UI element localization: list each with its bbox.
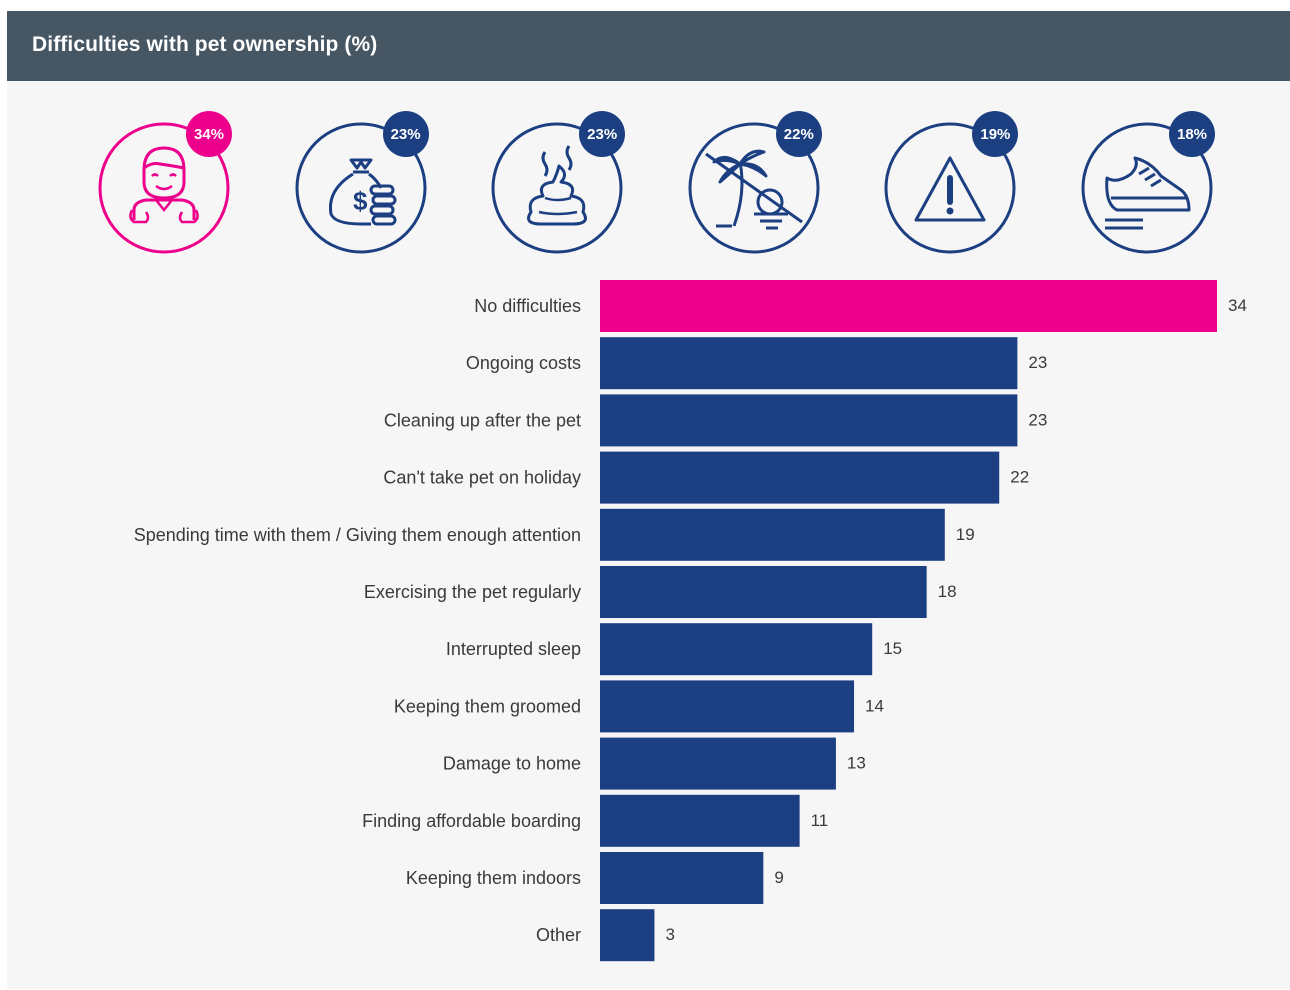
icon-item-person: 34% bbox=[94, 111, 234, 258]
value-label: 23 bbox=[1028, 353, 1047, 372]
icon-item-money-bag: $ 23% bbox=[291, 111, 431, 258]
chart-header: Difficulties with pet ownership (%) bbox=[7, 11, 1290, 81]
category-label: No difficulties bbox=[474, 296, 581, 316]
no-holiday-icon bbox=[688, 122, 820, 254]
icon-item-sneaker: 18% bbox=[1077, 111, 1217, 258]
bar bbox=[600, 794, 800, 847]
bar bbox=[600, 451, 1000, 504]
value-label: 18 bbox=[938, 582, 957, 601]
bar bbox=[600, 280, 1217, 332]
value-label: 3 bbox=[665, 925, 674, 944]
icon-item-warning: 19% bbox=[880, 111, 1020, 258]
category-label: Can't take pet on holiday bbox=[383, 468, 581, 488]
percent-badge: 18% bbox=[1169, 111, 1215, 157]
bar bbox=[600, 566, 927, 618]
poop-icon bbox=[491, 122, 623, 254]
value-label: 11 bbox=[811, 811, 829, 830]
value-label: 22 bbox=[1010, 468, 1029, 487]
category-label: Keeping them groomed bbox=[394, 696, 581, 716]
percent-badge: 23% bbox=[579, 111, 626, 157]
category-label: Interrupted sleep bbox=[446, 639, 581, 659]
category-label: Spending time with them / Giving them en… bbox=[134, 525, 581, 545]
percent-badge: 34% bbox=[186, 111, 232, 157]
value-label: 34 bbox=[1228, 296, 1247, 315]
value-label: 19 bbox=[956, 525, 975, 544]
category-label: Cleaning up after the pet bbox=[384, 410, 581, 430]
money-bag-icon: $ bbox=[295, 122, 427, 254]
icon-row: 34% $ 23% 23% 22% 19% 18 bbox=[7, 11, 1290, 271]
bar bbox=[600, 737, 836, 790]
chart-frame: Difficulties with pet ownership (%) 34% … bbox=[7, 11, 1290, 989]
category-label: Keeping them indoors bbox=[406, 868, 581, 888]
value-label: 9 bbox=[774, 868, 783, 887]
chart-title: Difficulties with pet ownership (%) bbox=[32, 33, 378, 56]
bar bbox=[600, 623, 873, 676]
bar bbox=[600, 852, 764, 904]
percent-badge: 22% bbox=[775, 111, 822, 157]
value-label: 13 bbox=[847, 754, 866, 773]
category-label: Other bbox=[536, 925, 581, 945]
value-label: 15 bbox=[883, 639, 902, 658]
percent-badge: 19% bbox=[972, 111, 1019, 157]
icon-item-no-holiday: 22% bbox=[684, 111, 824, 258]
category-label: Ongoing costs bbox=[466, 353, 581, 373]
bar bbox=[600, 394, 1018, 447]
warning-icon bbox=[884, 122, 1016, 254]
category-label: Damage to home bbox=[443, 754, 581, 774]
bar bbox=[600, 337, 1018, 390]
person-icon bbox=[98, 122, 230, 254]
value-label: 14 bbox=[865, 696, 884, 715]
category-label: Exercising the pet regularly bbox=[364, 582, 581, 602]
svg-text:$: $ bbox=[353, 186, 368, 216]
bar-chart: No difficulties 34 Ongoing costs 23 Cleaning… bbox=[134, 280, 1247, 962]
bar bbox=[600, 909, 655, 962]
category-label: Finding affordable boarding bbox=[362, 811, 581, 831]
percent-badge: 23% bbox=[382, 111, 429, 157]
icon-item-poop: 23% bbox=[487, 111, 627, 258]
value-label: 23 bbox=[1028, 410, 1047, 429]
bar bbox=[600, 508, 945, 561]
bar bbox=[600, 680, 855, 733]
sneaker-icon bbox=[1081, 122, 1213, 254]
